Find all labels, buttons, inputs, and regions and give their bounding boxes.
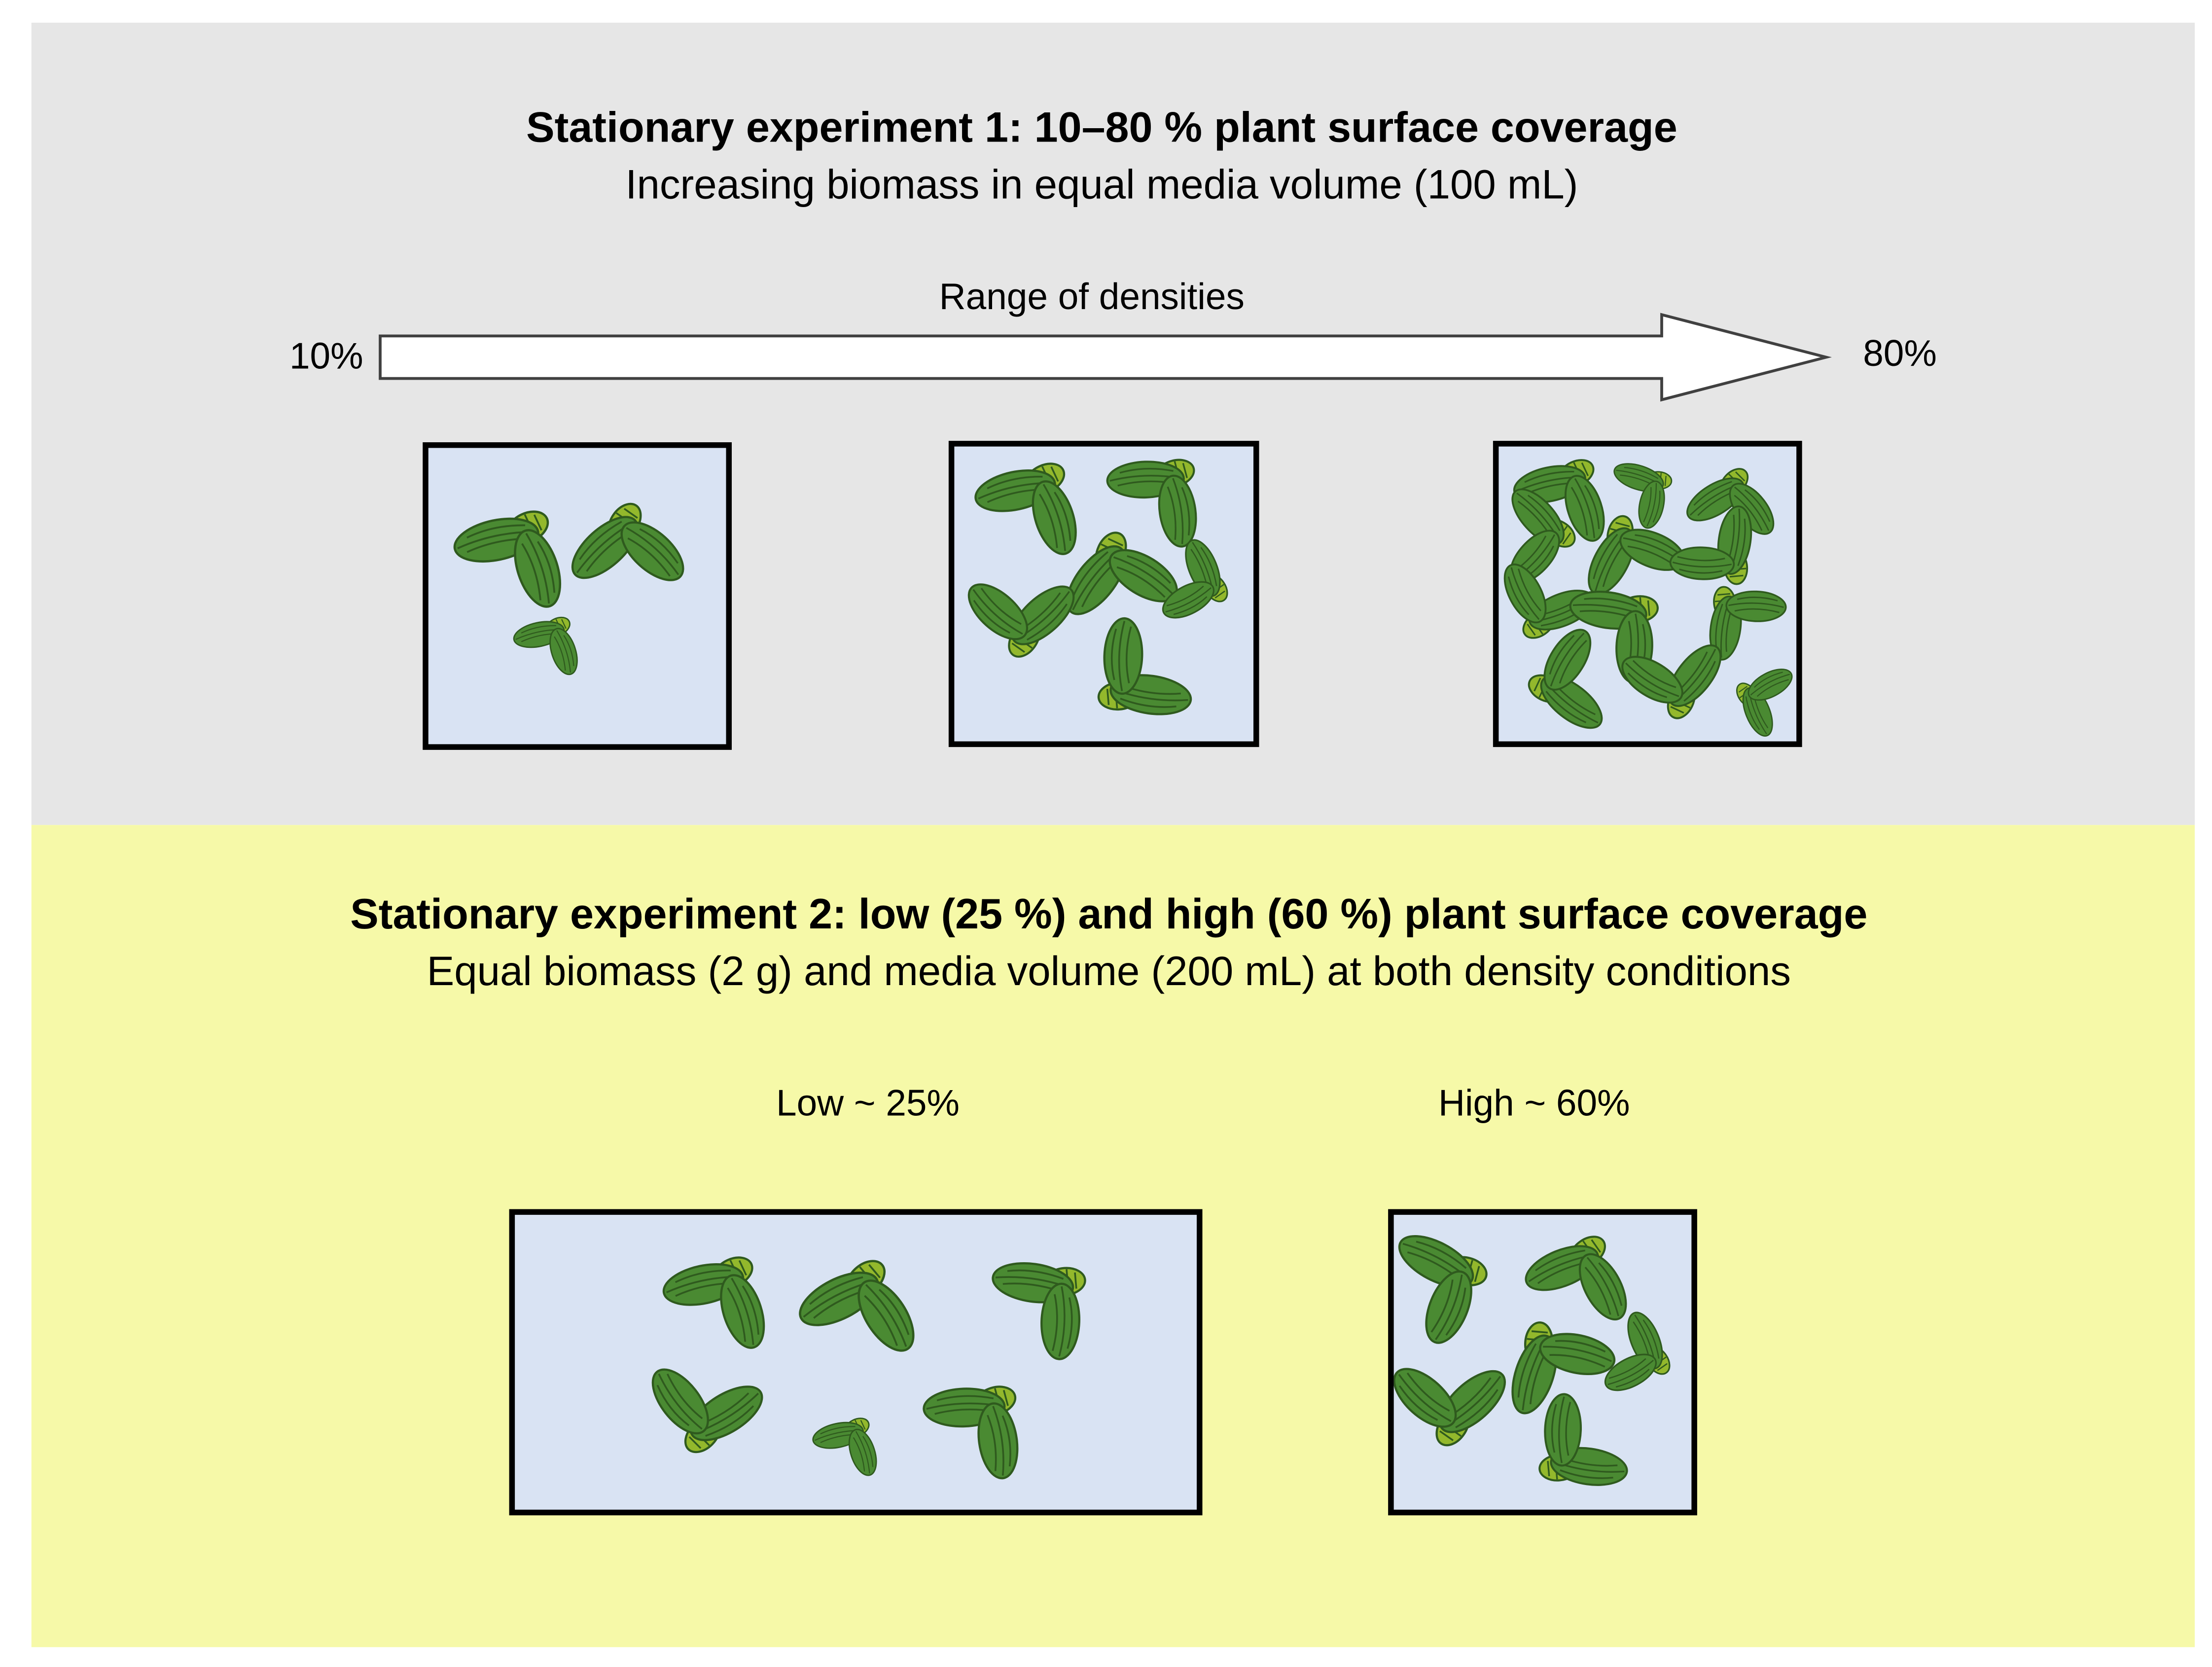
- container-10-percent: [423, 442, 732, 750]
- container-medium-density: [948, 441, 1259, 747]
- low-density-label: Low ~ 25%: [776, 1082, 960, 1124]
- range-label: Range of densities: [939, 276, 1245, 317]
- container-high-density: [1388, 1209, 1697, 1516]
- container-80-percent: [1493, 441, 1802, 747]
- panel-1-title: Stationary experiment 1: 10–80 % plant s…: [526, 104, 1677, 151]
- range-start-label: 10%: [289, 335, 363, 377]
- panel-2-subtitle: Equal biomass (2 g) and media volume (20…: [427, 948, 1791, 994]
- panel-1-subtitle: Increasing biomass in equal media volume…: [625, 162, 1578, 208]
- range-end-label: 80%: [1863, 332, 1937, 374]
- high-density-label: High ~ 60%: [1438, 1082, 1630, 1124]
- container-low-density: [509, 1209, 1203, 1516]
- right-arrow-icon: [379, 313, 1832, 402]
- panel-2-title: Stationary experiment 2: low (25 %) and …: [350, 890, 1867, 938]
